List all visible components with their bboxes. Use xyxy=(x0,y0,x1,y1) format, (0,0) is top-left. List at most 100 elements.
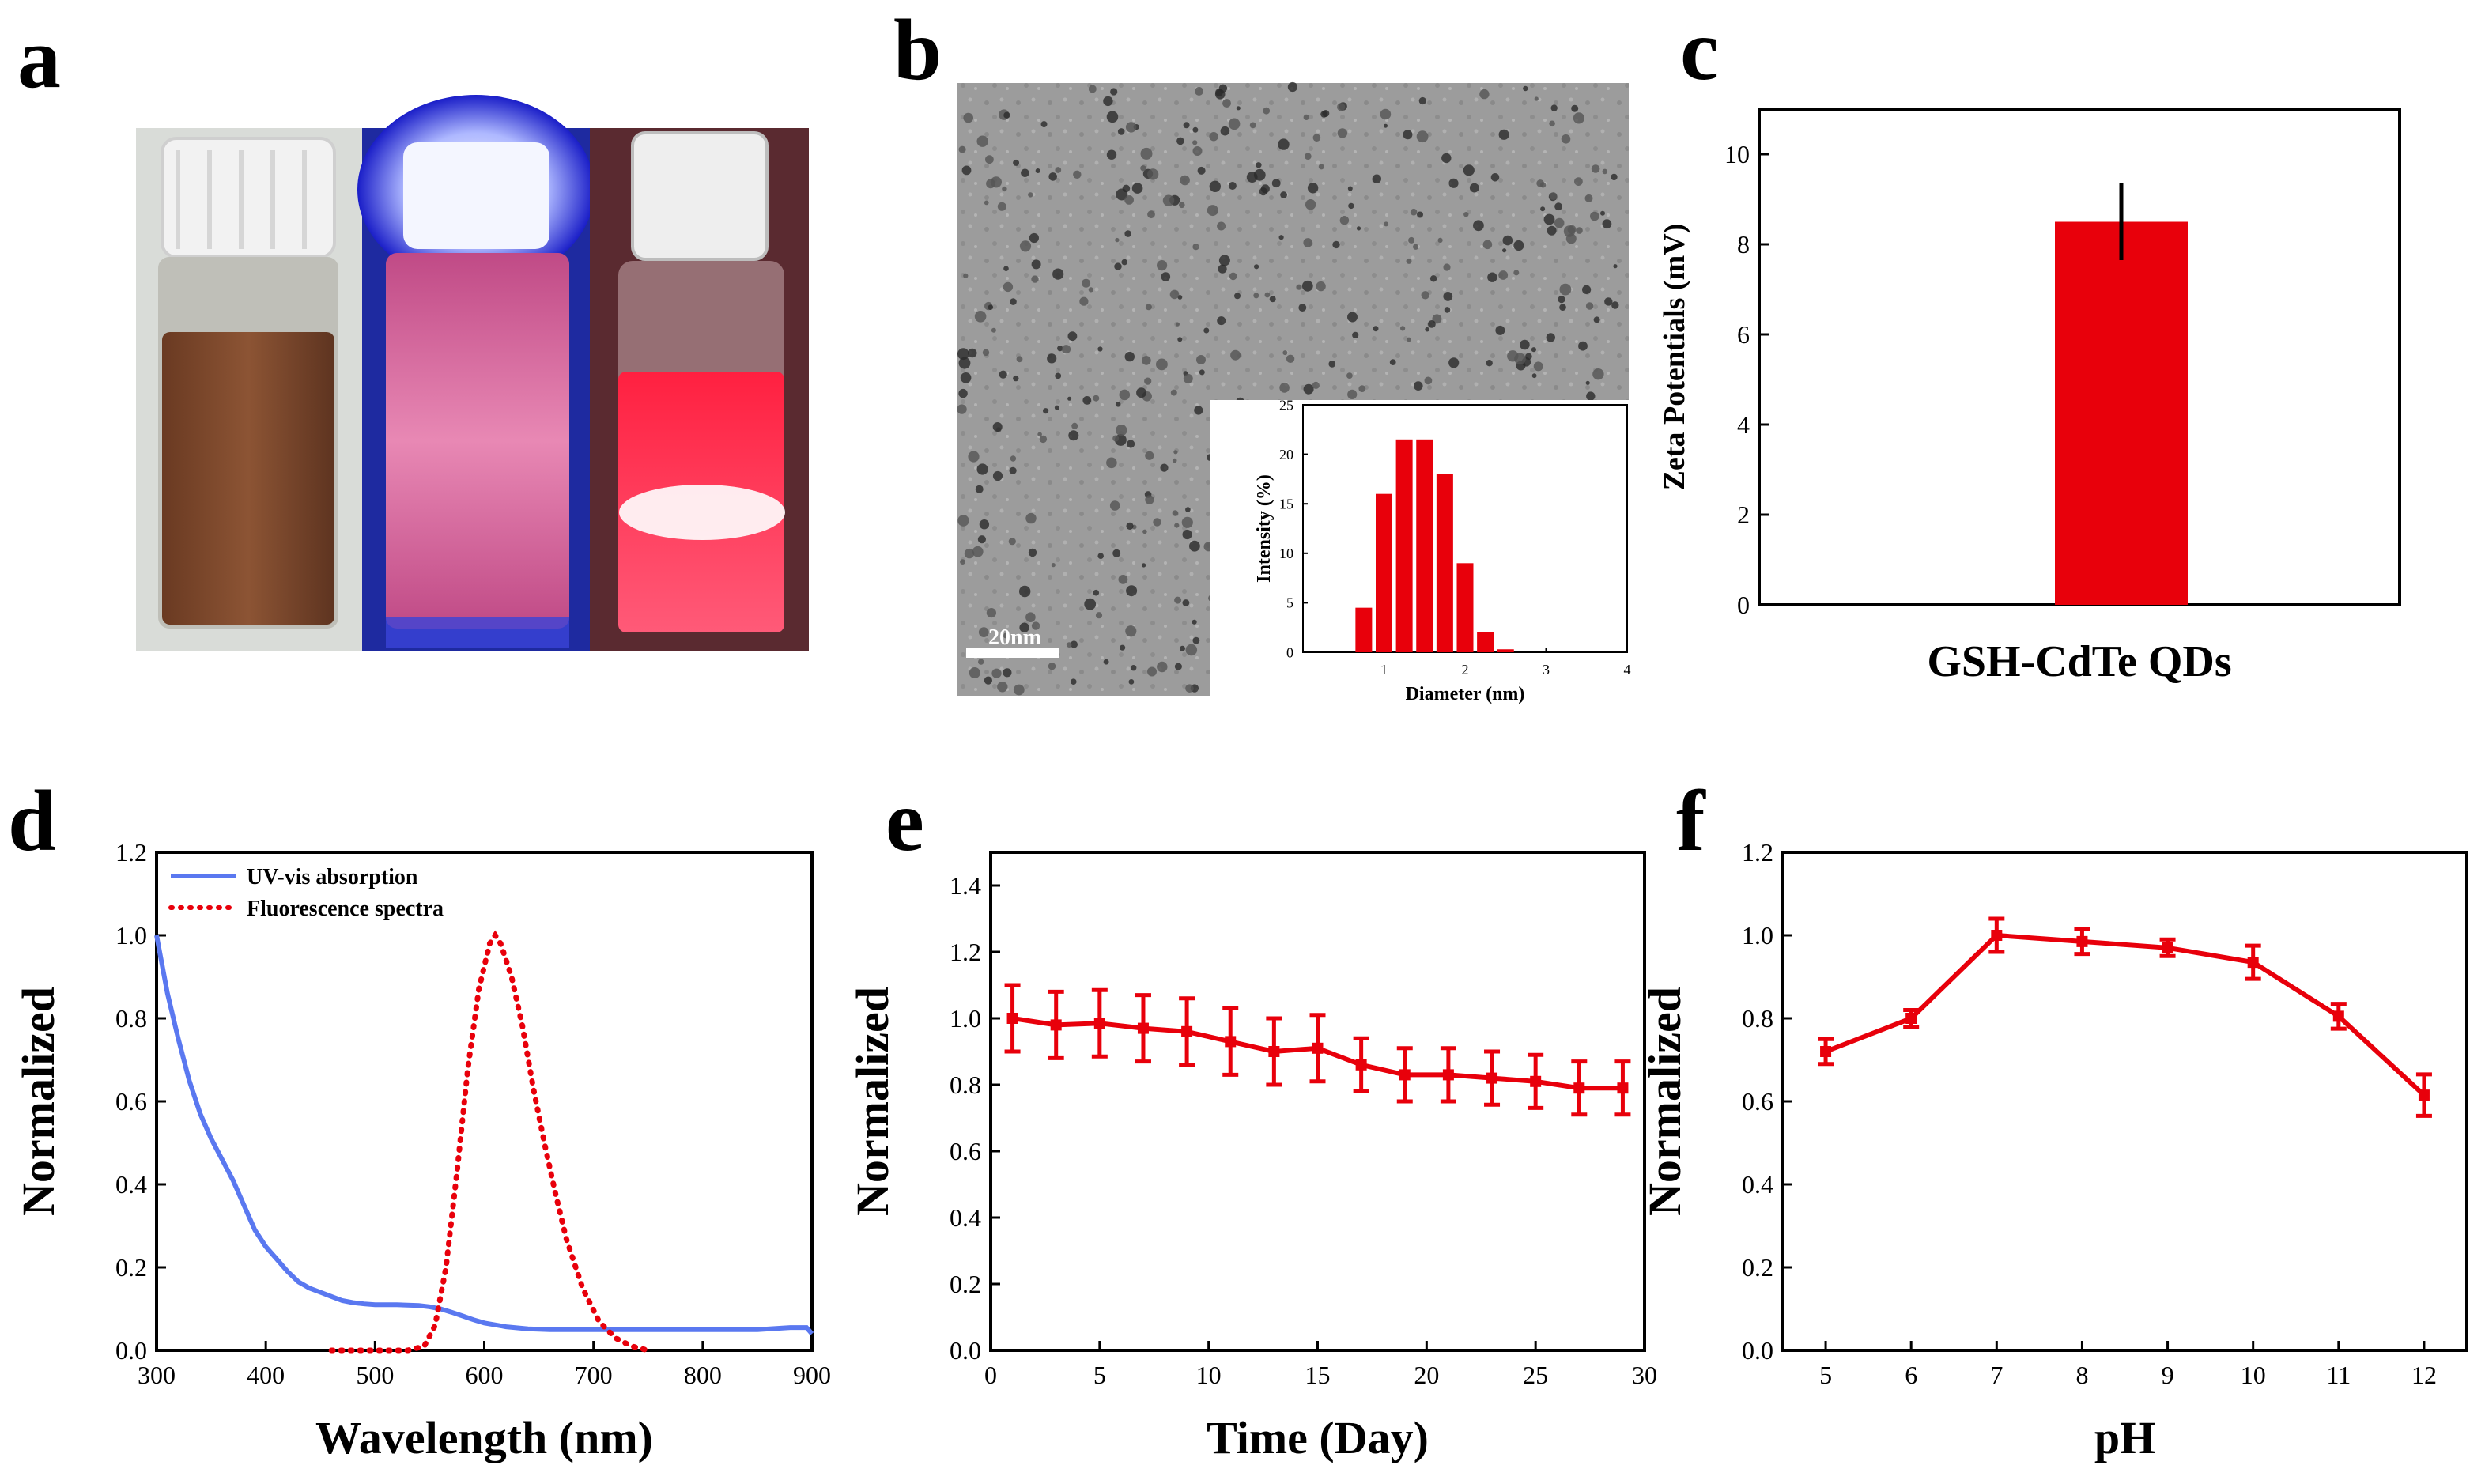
nanoparticle-dot xyxy=(1031,275,1039,283)
nanoparticle-dot xyxy=(1498,270,1509,280)
nanoparticle-dot xyxy=(986,608,996,618)
nanoparticle-dot xyxy=(1540,182,1547,188)
size-bar xyxy=(1375,493,1393,652)
zeta-bar xyxy=(2055,221,2188,605)
data-point xyxy=(1050,1019,1062,1031)
y-tick-label: 0.2 xyxy=(1742,1253,1773,1282)
nanoparticle-dot xyxy=(1161,272,1171,281)
nanoparticle-dot xyxy=(1384,123,1388,128)
y-tick-label: 10 xyxy=(1279,546,1293,561)
nanoparticle-dot xyxy=(991,668,1002,678)
nanoparticle-dot xyxy=(1328,361,1336,368)
nanoparticle-dot xyxy=(1131,183,1143,194)
y-tick-label: 0.2 xyxy=(115,1253,147,1282)
y-tick-label: 0.4 xyxy=(115,1170,147,1199)
nanoparticle-dot xyxy=(1192,619,1197,625)
nanoparticle-dot xyxy=(1441,153,1452,164)
y-tick-label: 0.4 xyxy=(1742,1170,1773,1199)
y-tick-label: 1.2 xyxy=(950,938,981,966)
red-fluorescent-vial xyxy=(590,128,809,651)
nanoparticle-dot xyxy=(1550,104,1558,111)
nanoparticle-dot xyxy=(1140,147,1153,160)
nanoparticle-dot xyxy=(1312,381,1320,389)
nanoparticle-dot xyxy=(1157,661,1168,673)
nanoparticle-dot xyxy=(1037,432,1042,437)
y-tick-label: 1.0 xyxy=(115,921,147,950)
y-tick-label: 0.0 xyxy=(950,1336,981,1365)
nanoparticle-dot xyxy=(969,667,980,678)
nanoparticle-dot xyxy=(1106,111,1119,123)
nanoparticle-dot xyxy=(984,200,989,206)
nanoparticle-dot xyxy=(1356,226,1361,231)
nanoparticle-dot xyxy=(1278,235,1284,240)
nanoparticle-dot xyxy=(1071,422,1078,429)
nanoparticle-dot xyxy=(999,370,1007,379)
nanoparticle-dot xyxy=(968,451,980,463)
data-point xyxy=(1093,1018,1105,1029)
y-tick-label: 1.0 xyxy=(950,1004,981,1033)
data-point xyxy=(1530,1075,1542,1087)
nanoparticle-dot xyxy=(1279,383,1290,393)
nanoparticle-dot xyxy=(1079,296,1089,306)
nanoparticle-dot xyxy=(1010,455,1017,462)
nanoparticle-dot xyxy=(1192,636,1200,644)
y-axis-label: Normalized xyxy=(13,987,64,1216)
nanoparticle-dot xyxy=(1549,120,1555,127)
nanoparticle-dot xyxy=(1097,553,1104,559)
nanoparticle-dot xyxy=(1088,85,1097,93)
nanoparticle-dot xyxy=(1115,402,1121,407)
y-tick-label: 0.4 xyxy=(950,1203,981,1232)
nanoparticle-dot xyxy=(1428,320,1436,328)
nanoparticle-dot xyxy=(1055,372,1062,379)
nanoparticle-dot xyxy=(1282,350,1288,356)
y-tick-label: 2 xyxy=(1737,500,1750,529)
x-tick-label: 11 xyxy=(2326,1361,2351,1389)
plot-frame xyxy=(1781,851,2468,1352)
nanoparticle-dot xyxy=(1095,612,1103,619)
nanoparticle-dot xyxy=(1003,111,1010,119)
nanoparticle-dot xyxy=(968,348,977,358)
nanoparticle-dot xyxy=(1567,225,1577,234)
nanoparticle-dot xyxy=(1048,663,1056,670)
nanoparticle-dot xyxy=(1008,538,1016,546)
x-axis-label: pH xyxy=(2094,1412,2155,1463)
nanoparticle-dot xyxy=(1264,292,1271,298)
y-tick-label: 0.8 xyxy=(1742,1004,1773,1033)
x-tick-label: 500 xyxy=(356,1361,394,1389)
x-tick-label: 9 xyxy=(2162,1361,2174,1389)
y-tick-label: 0 xyxy=(1286,644,1293,660)
nanoparticle-dot xyxy=(1482,240,1493,250)
nanoparticle-dot xyxy=(1145,451,1154,460)
nanoparticle-dot xyxy=(1182,599,1190,606)
y-tick-label: 0.2 xyxy=(950,1270,981,1298)
zeta-potential-chart: 0 2 4 6 8 10 Zeta Potentials (mV) GSH-CdTe QDs xyxy=(1658,108,2401,686)
y-tick-label: 4 xyxy=(1737,410,1750,439)
nanoparticle-dot xyxy=(1120,644,1126,651)
x-tick-label: 3 xyxy=(1543,662,1550,678)
y-tick-label: 5 xyxy=(1286,595,1293,611)
nanoparticle-dot xyxy=(1473,220,1484,232)
nanoparticle-dot xyxy=(1540,206,1546,212)
nanoparticle-dot xyxy=(1253,293,1259,299)
nanoparticle-dot xyxy=(964,548,975,559)
nanoparticle-dot xyxy=(1160,463,1169,472)
nanoparticle-dot xyxy=(1140,165,1146,172)
nanoparticle-dot xyxy=(1126,522,1134,531)
nanoparticle-dot xyxy=(1016,356,1023,363)
category-label: GSH-CdTe QDs xyxy=(1927,637,2231,686)
nanoparticle-dot xyxy=(1093,589,1100,596)
nanoparticle-dot xyxy=(1136,387,1146,398)
nanoparticle-dot xyxy=(1408,236,1415,244)
nanoparticle-dot xyxy=(988,304,994,311)
nanoparticle-dot xyxy=(1312,134,1321,142)
nanoparticle-dot xyxy=(1263,107,1271,115)
nanoparticle-dot xyxy=(1578,341,1588,351)
nanoparticle-dot xyxy=(1218,264,1227,274)
nanoparticle-dot xyxy=(1591,164,1600,173)
nanoparticle-dot xyxy=(976,135,988,147)
nanoparticle-dot xyxy=(1559,304,1566,312)
nanoparticle-dot xyxy=(1097,346,1103,352)
nanoparticle-dot xyxy=(1332,240,1340,249)
x-axis-label: Time (Day) xyxy=(1207,1412,1429,1463)
y-tick-label: 0.8 xyxy=(950,1071,981,1099)
